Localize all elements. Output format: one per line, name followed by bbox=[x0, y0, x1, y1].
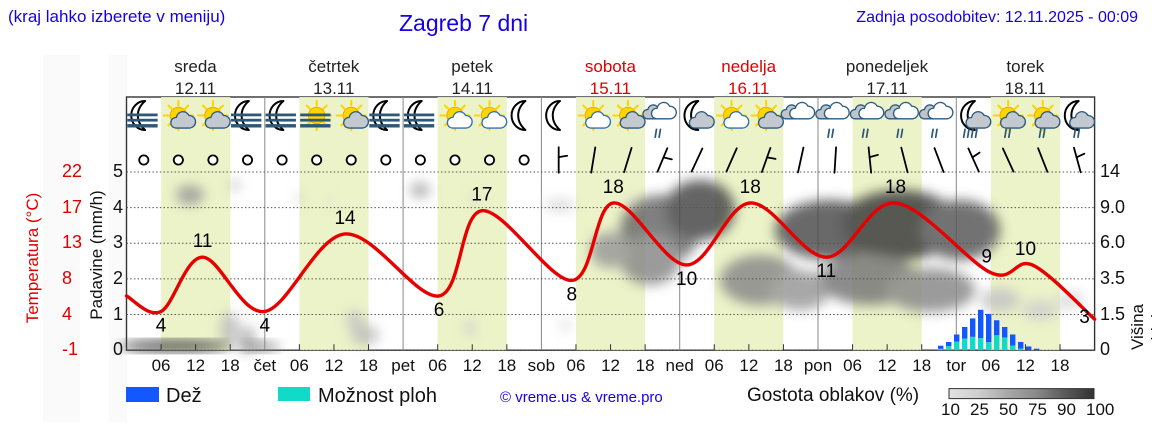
svg-text:10: 10 bbox=[1015, 239, 1036, 260]
svg-text:11: 11 bbox=[193, 231, 213, 252]
svg-text:4: 4 bbox=[156, 315, 167, 336]
svg-text:11: 11 bbox=[816, 261, 836, 282]
svg-text:6: 6 bbox=[434, 300, 445, 321]
svg-text:18: 18 bbox=[603, 177, 624, 198]
svg-text:8: 8 bbox=[567, 284, 578, 305]
svg-text:14: 14 bbox=[334, 208, 356, 229]
svg-text:18: 18 bbox=[885, 177, 906, 198]
svg-text:17: 17 bbox=[471, 185, 492, 206]
svg-text:4: 4 bbox=[260, 315, 271, 336]
svg-text:3: 3 bbox=[1079, 307, 1090, 328]
svg-text:10: 10 bbox=[676, 269, 697, 290]
svg-text:9: 9 bbox=[981, 247, 992, 268]
svg-text:18: 18 bbox=[740, 177, 761, 198]
